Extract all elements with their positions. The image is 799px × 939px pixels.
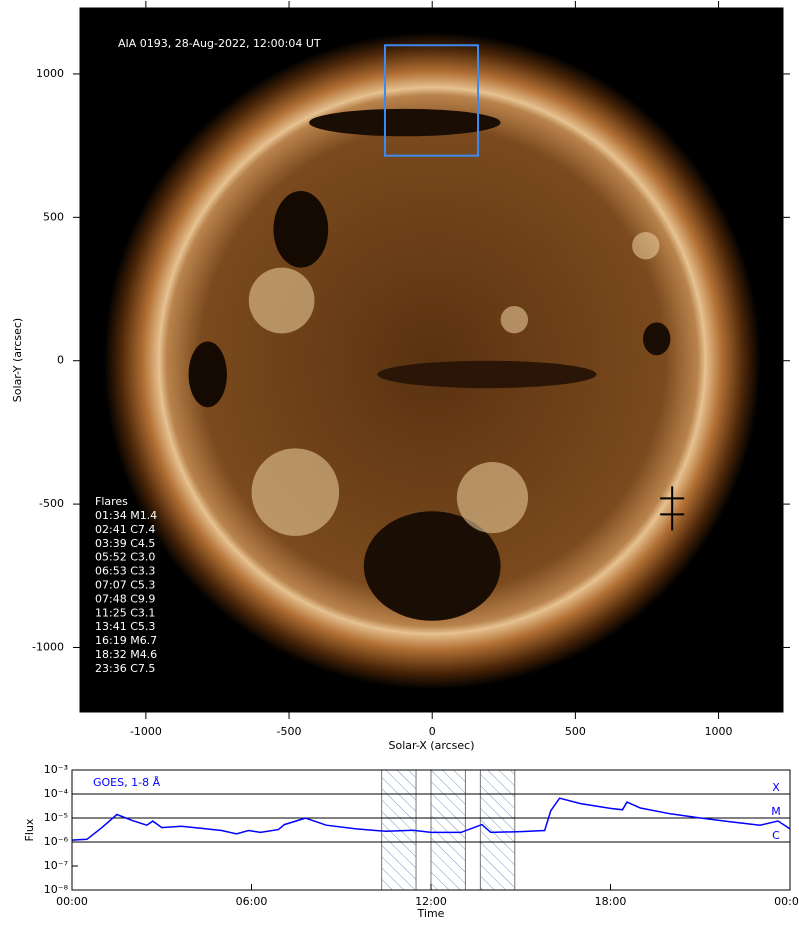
- class-label: C: [772, 829, 780, 842]
- class-label: M: [771, 805, 781, 818]
- x-tick-label: -1000: [130, 725, 162, 738]
- y-tick-label: 0: [57, 354, 64, 367]
- sun: [103, 32, 761, 690]
- flare-item: 18:32 M4.6: [95, 648, 157, 661]
- x-tick-label: 18:00: [595, 895, 627, 908]
- flare-item: 01:34 M1.4: [95, 509, 157, 522]
- solar-image: AIA 0193, 28-Aug-2022, 12:00:04 UT Flares…: [11, 1, 790, 752]
- flare-marker: [660, 486, 685, 531]
- coronal-hole: [363, 511, 501, 621]
- flare-item: 23:36 C7.5: [95, 662, 155, 675]
- x-tick-label: -500: [277, 725, 302, 738]
- y-tick-label: 10⁻⁴: [44, 787, 69, 800]
- flare-item: 06:53 C3.3: [95, 565, 155, 578]
- flare-item: 03:39 C4.5: [95, 537, 155, 550]
- legend-label: GOES, 1-8 Å: [93, 776, 161, 789]
- y-tick-label: 1000: [36, 67, 64, 80]
- x-tick-label: 00:00: [774, 895, 799, 908]
- coronal-hole: [309, 108, 501, 137]
- flare-item: 02:41 C7.4: [95, 523, 155, 536]
- y-tick-label: 10⁻⁶: [44, 835, 69, 848]
- flares-title: Flares: [95, 495, 128, 508]
- x-tick-label: 500: [565, 725, 586, 738]
- shaded-interval: [479, 769, 516, 891]
- active-region: [632, 232, 660, 260]
- class-label: X: [772, 781, 780, 794]
- x-tick-label: 1000: [705, 725, 733, 738]
- y-tick-label: 500: [43, 210, 64, 223]
- coronal-hole: [643, 322, 671, 356]
- flare-item: 05:52 C3.0: [95, 551, 155, 564]
- y-axis-label: Solar-Y (arcsec): [11, 318, 24, 402]
- flare-item: 13:41 C5.3: [95, 620, 155, 633]
- x-tick-label: 12:00: [415, 895, 447, 908]
- flare-item: 16:19 M6.7: [95, 634, 157, 647]
- y-tick-label: 10⁻⁵: [44, 811, 68, 824]
- frame: [79, 7, 784, 713]
- x-axis-label: Time: [417, 907, 445, 920]
- x-tick-label: 0: [429, 725, 436, 738]
- y-tick-label: -500: [39, 497, 64, 510]
- y-tick-label: 10⁻⁷: [44, 859, 68, 872]
- y-tick-label: 10⁻⁸: [44, 883, 69, 896]
- region-box: [383, 44, 480, 157]
- y-axis-label: Flux: [23, 818, 36, 841]
- coronal-hole: [188, 341, 227, 408]
- x-axis-label: Solar-X (arcsec): [389, 739, 475, 752]
- x-tick-label: 06:00: [236, 895, 268, 908]
- active-region: [456, 462, 529, 534]
- shaded-interval: [430, 769, 466, 891]
- image-title: AIA 0193, 28-Aug-2022, 12:00:04 UT: [118, 37, 321, 50]
- y-tick-label: 10⁻³: [44, 763, 68, 776]
- active-region: [251, 448, 340, 536]
- coronal-hole: [273, 190, 329, 268]
- flare-item: 07:07 C5.3: [95, 579, 155, 592]
- flare-item: 11:25 C3.1: [95, 606, 155, 619]
- coronal-hole: [377, 360, 597, 389]
- x-tick-label: 00:00: [56, 895, 88, 908]
- y-tick-label: -1000: [32, 640, 64, 653]
- flux-line: [71, 797, 791, 841]
- flare-item: 07:48 C9.9: [95, 592, 155, 605]
- active-region: [248, 267, 315, 334]
- active-region: [500, 305, 529, 334]
